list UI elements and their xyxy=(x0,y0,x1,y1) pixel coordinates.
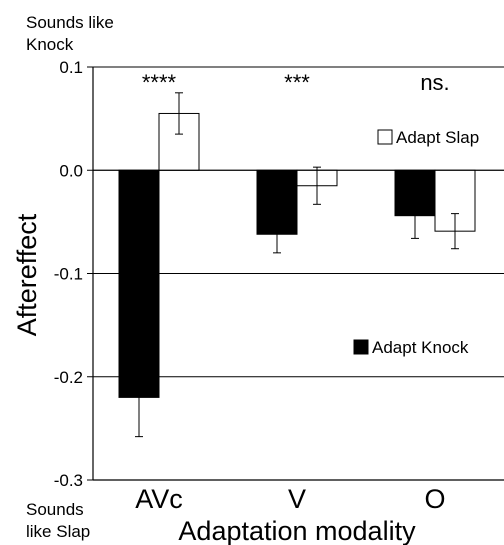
y-axis-label: Aftereffect xyxy=(12,213,42,336)
legend-label: Adapt Slap xyxy=(396,128,479,147)
legend-label: Adapt Knock xyxy=(372,338,469,357)
significance-label: *** xyxy=(284,70,310,95)
y-tick-label: -0.1 xyxy=(54,265,83,284)
error-bars xyxy=(93,92,504,438)
x-tick-label: AVc xyxy=(135,484,183,514)
top-axis-note: Sounds like Knock xyxy=(26,13,114,54)
y-tick-label: -0.3 xyxy=(54,471,83,490)
y-tick-label: 0.0 xyxy=(59,161,83,180)
axes xyxy=(87,66,504,481)
legend-swatch xyxy=(353,339,369,355)
x-tick-label: V xyxy=(288,484,306,514)
significance-label: ns. xyxy=(420,70,449,95)
y-tick-label: -0.2 xyxy=(54,368,83,387)
significance-label: **** xyxy=(142,70,177,95)
bottom-axis-note: Sounds like Slap xyxy=(26,500,91,541)
x-tick-label: O xyxy=(424,484,445,514)
legend-swatch xyxy=(377,129,393,145)
y-tick-label: 0.1 xyxy=(59,58,83,77)
x-axis-label: Adaptation modality xyxy=(178,516,416,545)
